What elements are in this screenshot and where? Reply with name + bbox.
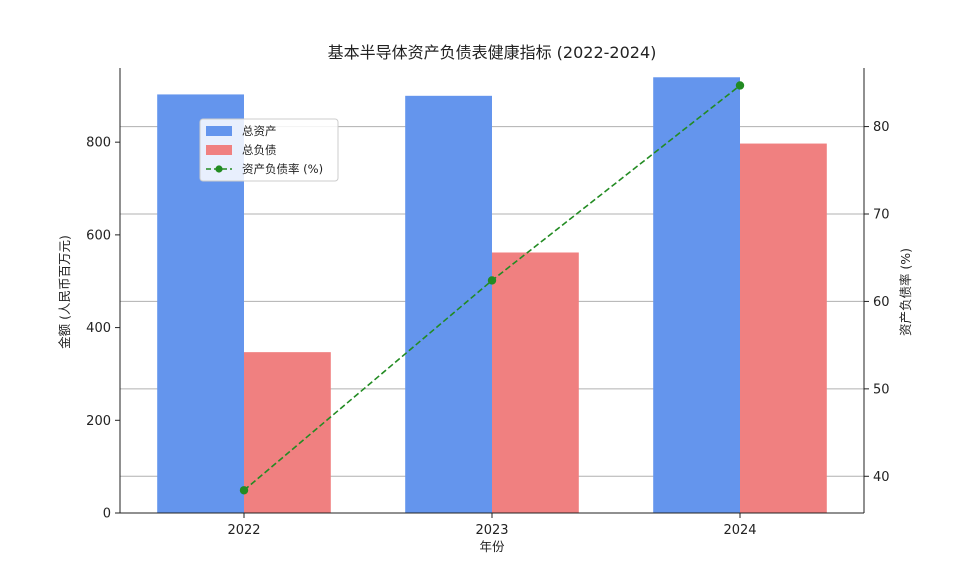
bar-total-liabilities bbox=[244, 352, 331, 513]
y2-tick-label: 70 bbox=[873, 208, 890, 223]
ratio-point bbox=[239, 486, 249, 495]
y-tick-label: 400 bbox=[86, 321, 111, 336]
y2-tick-label: 80 bbox=[873, 120, 890, 135]
y2-tick-label: 40 bbox=[873, 470, 890, 485]
y-tick-label: 600 bbox=[86, 228, 111, 243]
bar-total-assets bbox=[653, 77, 740, 513]
legend-swatch bbox=[206, 145, 232, 155]
x-tick-label: 2023 bbox=[475, 523, 508, 538]
legend-swatch bbox=[206, 126, 232, 136]
legend-box bbox=[199, 118, 339, 182]
y-tick-label: 200 bbox=[86, 414, 111, 429]
ratio-point bbox=[735, 81, 745, 90]
ratio-point bbox=[487, 276, 497, 285]
ratio-line bbox=[239, 81, 745, 495]
y-tick-label: 800 bbox=[86, 136, 111, 151]
legend-label: 总资产 bbox=[242, 124, 277, 138]
legend-marker bbox=[215, 165, 223, 173]
y-axis-label: 金额 (人民币百万元) bbox=[57, 235, 72, 349]
bar-total-liabilities bbox=[492, 252, 579, 514]
y2-tick-label: 60 bbox=[873, 295, 890, 310]
legend-label: 总负债 bbox=[242, 143, 277, 157]
legend-label: 资产负债率 (%) bbox=[242, 162, 323, 176]
bar-total-assets bbox=[405, 95, 492, 513]
chart-title: 基本半导体资产负债表健康指标 (2022-2024) bbox=[328, 43, 657, 62]
axes: 0 200 400 600 800 40 50 60 70 80 2022 2023 2024 bbox=[86, 68, 890, 538]
x-axis-label: 年份 bbox=[479, 539, 505, 554]
y2-tick-label: 50 bbox=[873, 382, 890, 397]
x-tick-label: 2024 bbox=[723, 523, 756, 538]
y2-axis-label: 资产负债率 (%) bbox=[898, 248, 913, 336]
x-tick-label: 2022 bbox=[227, 523, 260, 538]
bar-total-liabilities bbox=[740, 143, 827, 513]
y-tick-label: 0 bbox=[103, 507, 111, 522]
bars bbox=[157, 77, 827, 514]
